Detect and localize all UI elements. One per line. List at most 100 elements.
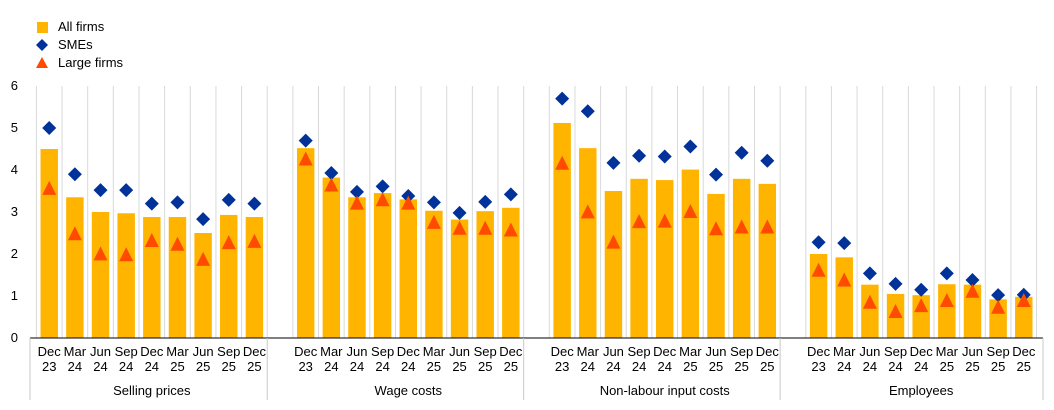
x-tick-year-3-2: 24 — [863, 359, 877, 374]
x-tick-month-3-3: Sep — [884, 344, 907, 359]
x-tick-month-1-5: Mar — [423, 344, 446, 359]
large-point-3-4 — [914, 298, 929, 313]
x-tick-month-2-8: Dec — [756, 344, 780, 359]
bar-1-8 — [502, 207, 520, 338]
large-point-3-1 — [837, 272, 852, 287]
x-tick-month-2-0: Dec — [551, 344, 575, 359]
x-tick-year-3-8: 25 — [1017, 359, 1031, 374]
gridlines — [35, 86, 1038, 338]
bar-3-6 — [963, 284, 982, 338]
bar-2-4 — [656, 180, 674, 338]
x-tick-month-1-8: Dec — [499, 344, 523, 359]
sme-point-1-8 — [503, 187, 518, 202]
legend-swatch-2 — [36, 57, 48, 68]
large-point-1-7 — [478, 220, 493, 235]
bar-2-1 — [579, 148, 597, 338]
bar-0-5 — [168, 217, 187, 338]
x-tick-month-0-0: Dec — [38, 344, 62, 359]
legend-label-1: SMEs — [58, 37, 93, 52]
sme-point-1-3 — [375, 179, 390, 194]
x-tick-year-2-5: 25 — [683, 359, 697, 374]
bar-2-8 — [758, 183, 777, 338]
bar-2-7 — [732, 178, 751, 338]
sme-point-3-1 — [837, 236, 852, 251]
sme-point-0-8 — [247, 196, 262, 211]
x-tick-year-0-6: 25 — [196, 359, 210, 374]
bar-1-6 — [450, 219, 469, 338]
bar-2-6 — [707, 193, 725, 338]
y-tick-label-5: 5 — [11, 120, 18, 135]
legend-label-2: Large firms — [58, 55, 124, 70]
x-tick-month-1-3: Sep — [371, 344, 394, 359]
x-tick-year-2-7: 25 — [734, 359, 748, 374]
large-point-1-8 — [503, 222, 518, 237]
x-tick-year-0-1: 24 — [68, 359, 82, 374]
bar-0-2 — [91, 212, 110, 338]
legend: All firms SMEs Large firms — [36, 19, 124, 70]
bar-2-3 — [630, 178, 648, 338]
bar-3-5 — [938, 284, 956, 338]
y-tick-label-0: 0 — [11, 330, 18, 345]
large-point-3-2 — [862, 294, 877, 309]
x-tick-year-0-5: 25 — [170, 359, 184, 374]
x-tick-year-1-1: 24 — [324, 359, 338, 374]
x-tick-year-0-2: 24 — [93, 359, 107, 374]
x-tick-month-2-7: Sep — [730, 344, 753, 359]
x-tick-year-3-1: 24 — [837, 359, 851, 374]
large-point-3-5 — [939, 293, 954, 308]
sme-point-0-7 — [221, 192, 236, 207]
x-tick-year-2-4: 24 — [657, 359, 671, 374]
bar-0-3 — [117, 213, 135, 338]
x-tick-month-2-6: Jun — [706, 344, 727, 359]
x-tick-month-2-2: Jun — [603, 344, 624, 359]
large-point-1-0 — [298, 151, 313, 166]
sme-point-3-3 — [888, 276, 903, 291]
large-point-0-2 — [93, 246, 108, 261]
x-tick-year-1-5: 25 — [427, 359, 441, 374]
x-tick-year-2-1: 24 — [581, 359, 595, 374]
x-tick-month-0-4: Dec — [140, 344, 164, 359]
large-point-3-3 — [888, 303, 903, 318]
group-label-3: Employees — [889, 383, 954, 398]
x-tick-month-2-4: Dec — [653, 344, 677, 359]
plot-area — [40, 91, 1033, 339]
bar-3-1 — [835, 257, 853, 338]
sme-point-0-0 — [42, 121, 57, 135]
large-point-3-0 — [811, 262, 826, 277]
x-tick-year-1-6: 25 — [452, 359, 466, 374]
sme-point-3-6 — [965, 273, 980, 288]
sme-point-2-7 — [734, 145, 749, 160]
sme-point-3-7 — [991, 288, 1006, 303]
large-point-0-7 — [221, 235, 236, 250]
x-tick-month-3-6: Jun — [962, 344, 983, 359]
bar-1-3 — [373, 193, 392, 338]
large-point-2-2 — [606, 234, 621, 249]
x-tick-year-3-4: 24 — [914, 359, 928, 374]
large-point-0-0 — [42, 180, 57, 195]
y-tick-label-3: 3 — [11, 204, 18, 219]
sme-point-1-1 — [324, 165, 339, 180]
x-tick-year-2-2: 24 — [606, 359, 620, 374]
y-tick-label-6: 6 — [11, 78, 18, 93]
x-tick-year-2-8: 25 — [760, 359, 774, 374]
x-tick-month-1-6: Jun — [449, 344, 470, 359]
large-point-1-2 — [349, 195, 364, 210]
x-tick-month-3-0: Dec — [807, 344, 831, 359]
sme-point-0-4 — [144, 196, 159, 211]
large-point-2-7 — [734, 219, 749, 234]
x-tick-year-0-8: 25 — [247, 359, 261, 374]
large-point-1-6 — [452, 220, 467, 235]
large-point-0-6 — [196, 251, 211, 266]
group-label-0: Selling prices — [113, 383, 191, 398]
bar-3-8 — [1015, 296, 1033, 338]
large-point-3-6 — [965, 283, 980, 298]
bar-1-4 — [399, 199, 417, 338]
bar-0-1 — [66, 197, 84, 338]
sme-point-2-0 — [555, 91, 570, 106]
x-tick-month-1-0: Dec — [294, 344, 318, 359]
x-tick-year-1-3: 24 — [375, 359, 389, 374]
large-point-2-4 — [657, 213, 672, 228]
large-point-2-3 — [632, 214, 647, 229]
x-tick-month-1-7: Sep — [474, 344, 497, 359]
sme-point-0-1 — [67, 167, 82, 182]
